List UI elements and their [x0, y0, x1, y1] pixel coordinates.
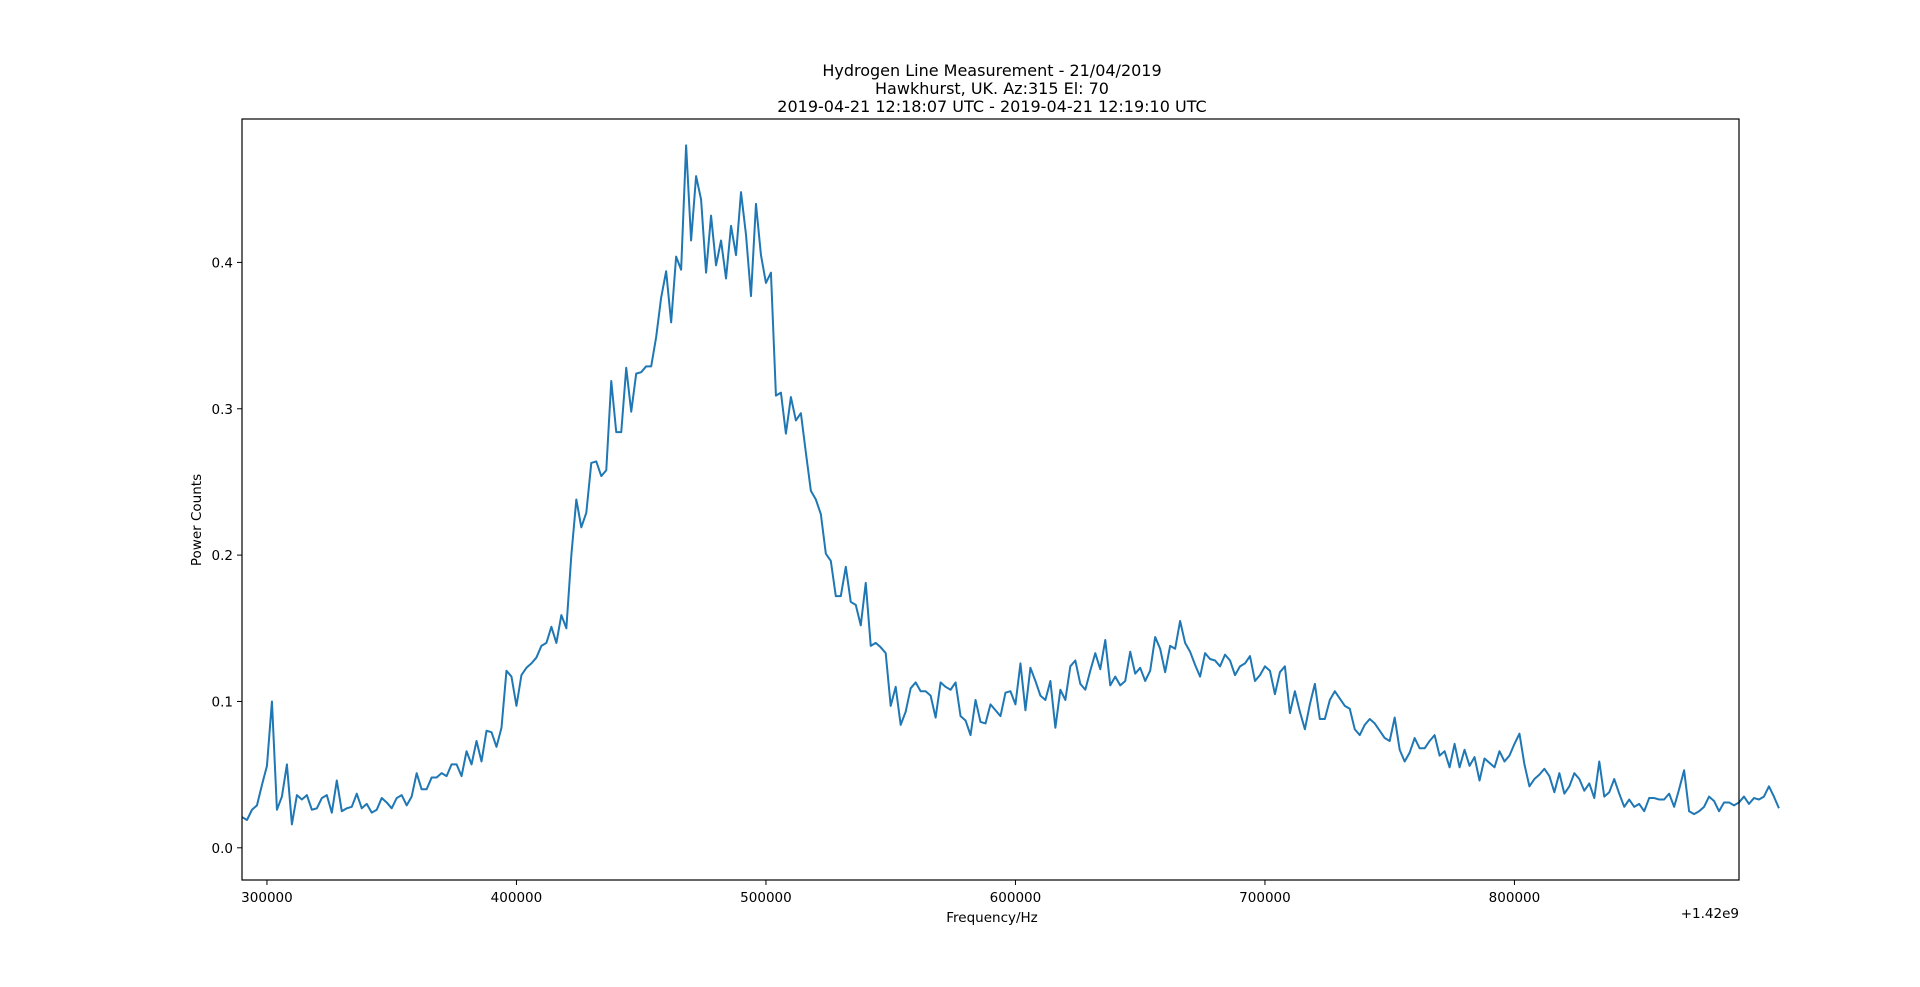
chart-title-line-1: Hydrogen Line Measurement - 21/04/2019	[822, 61, 1161, 80]
y-axis-ticks: 0.0 0.1 0.2 0.3 0.4	[212, 255, 242, 857]
x-axis-label: Frequency/Hz	[946, 910, 1038, 926]
x-tick-label: 500000	[740, 890, 792, 906]
y-tick-label: 0.0	[212, 841, 233, 857]
plot-frame	[241, 118, 1740, 881]
y-tick-label: 0.4	[212, 255, 233, 271]
x-tick-label: 700000	[1239, 890, 1291, 906]
x-axis-offset-label: +1.42e9	[1681, 906, 1739, 922]
chart-title: Hydrogen Line Measurement - 21/04/2019 H…	[777, 61, 1206, 116]
plot-area	[241, 144, 1780, 826]
x-tick-label: 300000	[241, 890, 293, 906]
y-tick-label: 0.1	[212, 694, 233, 710]
chart-title-line-3: 2019-04-21 12:18:07 UTC - 2019-04-21 12:…	[777, 97, 1206, 116]
x-tick-label: 600000	[990, 890, 1042, 906]
y-axis-label: Power Counts	[189, 474, 205, 566]
chart-title-line-2: Hawkhurst, UK. Az:315 El: 70	[875, 79, 1109, 98]
y-tick-label: 0.3	[212, 402, 233, 418]
y-tick-label: 0.2	[212, 548, 233, 564]
x-tick-label: 800000	[1489, 890, 1541, 906]
x-tick-label: 400000	[491, 890, 543, 906]
power-counts-line	[241, 144, 1780, 826]
x-axis-ticks: 300000 400000 500000 600000 700000 800000	[241, 880, 1540, 906]
